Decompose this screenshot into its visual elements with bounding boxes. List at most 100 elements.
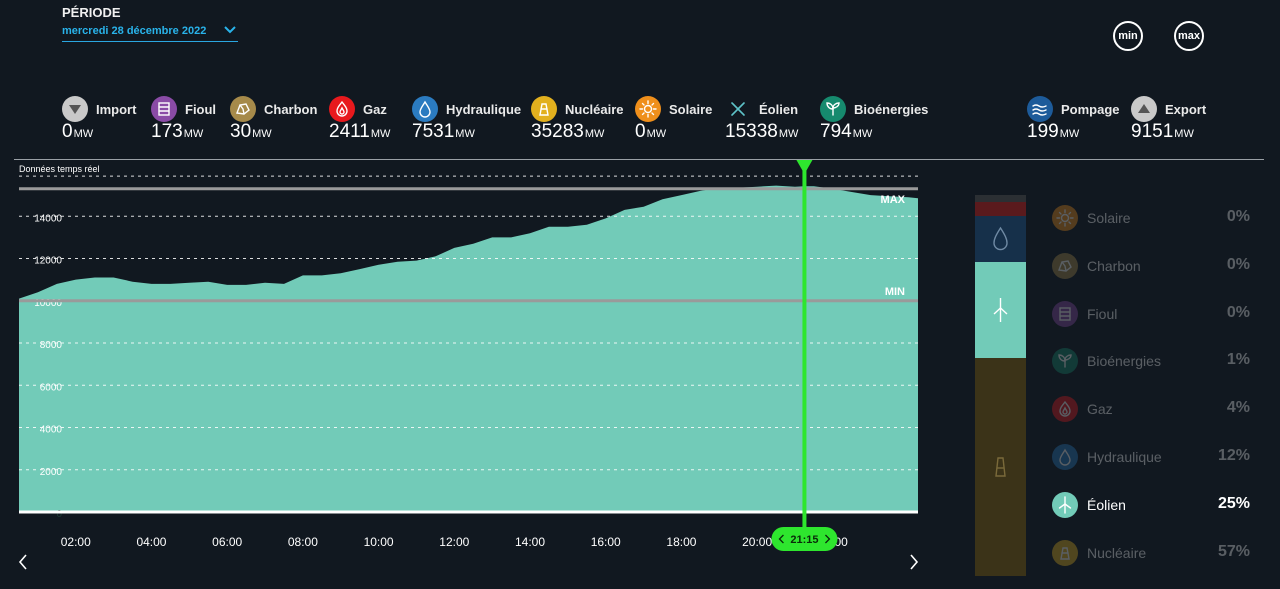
legend-item-solaire[interactable]: Solaire 0% [1052,205,1252,231]
legend-percent: 1% [1226,351,1250,369]
unit-label: MW [73,128,94,140]
x-tick-label: 06:00 [212,535,242,549]
legend-percent: 12% [1217,447,1250,464]
legend-item-gaz[interactable]: Gaz 4% [1052,396,1252,423]
date-text: mercredi 28 décembre 2022 [62,25,207,37]
bar-segment-gaz [975,202,1026,216]
source-value: 35283MW [531,121,605,142]
y-tick-label: 2000 [40,467,63,478]
legend-percent: 0% [1226,303,1250,321]
import-arrow-icon [62,96,88,122]
unit-label: MW [584,128,605,140]
flame-icon [329,96,355,122]
export-arrow-icon [1131,96,1157,122]
flame-icon [1052,396,1078,423]
source-label: Charbon [264,102,318,117]
source-value: 0MW [635,121,667,142]
y-tick-label: 0 [56,509,62,520]
x-tick-label: 16:00 [591,535,621,549]
source-label: Éolien [759,102,799,117]
water-drop-icon [1052,444,1078,470]
unit-label: MW [370,128,391,140]
unit-label: MW [778,128,799,140]
legend-item-bioénergies[interactable]: Bioénergies 1% [1052,348,1252,375]
area-series-Éolien [19,185,918,512]
max-button[interactable]: max [1174,21,1204,51]
chevron-down-icon [224,26,236,34]
unit-label: MW [1174,128,1194,140]
source-label: Gaz [363,102,387,117]
source-value: 2411MW [329,121,391,142]
bar-segment-bioenergies [975,195,1026,202]
source-label: Export [1165,102,1207,117]
bar-segment-hydraulique [975,216,1026,262]
source-value: 7531MW [412,121,475,142]
chevron-left-icon [778,534,784,544]
source-value: 9151MW [1131,121,1194,142]
source-value: 30MW [230,121,272,142]
x-tick-label: 02:00 [61,535,91,549]
separator-line [14,159,1264,160]
source-label: Import [96,102,137,117]
wind-turbine-icon [725,96,751,122]
x-tick-label: 10:00 [364,535,394,549]
unit-label: MW [646,128,667,140]
chart-title: Données temps réel [19,164,100,174]
bar-segment-nucleaire [975,358,1026,576]
source-label: Solaire [669,102,713,117]
x-tick-label: 18:00 [666,535,696,549]
source-value: 199MW [1027,121,1080,142]
legend-label: Fioul [1087,305,1118,322]
legend-item-charbon[interactable]: Charbon 0% [1052,252,1252,279]
y-tick-label: 14000 [34,213,62,224]
next-day-arrow-icon[interactable] [910,554,919,570]
legend-label: Éolien [1087,496,1126,513]
sun-icon [1052,205,1078,231]
nuclear-plant-icon [531,96,557,122]
unit-label: MW [1059,128,1080,140]
source-label: Pompage [1061,102,1120,117]
source-label: Bioénergies [854,102,929,117]
coal-icon [230,96,256,122]
source-value: 794MW [820,121,873,142]
legend-item-nucléaire[interactable]: Nucléaire 57% [1052,539,1252,566]
max-line-label: MAX [881,194,906,206]
legend-percent: 25% [1217,494,1250,512]
time-cursor-badge [771,527,838,551]
mix-stacked-bar [975,195,1026,576]
leaf-icon [820,96,846,122]
leaf-icon [1052,348,1078,375]
x-tick-label: 04:00 [136,535,166,549]
legend-item-hydraulique[interactable]: Hydraulique 12% [1052,444,1252,470]
waves-icon [1027,96,1053,122]
source-value: 15338MW [725,121,799,142]
legend-item-éolien[interactable]: Éolien 25% [1052,491,1252,518]
nuclear-plant-icon [1052,539,1078,566]
sun-icon [635,96,661,122]
source-label: Hydraulique [446,102,522,117]
unit-label: MW [183,128,204,140]
unit-label: MW [852,128,873,140]
legend-label: Solaire [1087,210,1131,226]
y-tick-label: 8000 [40,340,63,351]
min-button[interactable]: min [1113,21,1143,51]
legend-percent: 57% [1217,542,1250,560]
legend-percent: 0% [1226,255,1250,273]
water-drop-icon [412,96,438,122]
prev-day-arrow-icon[interactable] [18,554,27,570]
coal-icon [1052,252,1078,279]
time-cursor-label: 21:15 [790,534,818,546]
legend-label: Charbon [1087,257,1141,274]
y-tick-label: 12000 [34,256,62,267]
fuel-barrel-icon [151,96,177,122]
x-tick-label: 14:00 [515,535,545,549]
legend-item-fioul[interactable]: Fioul 0% [1052,300,1252,327]
nuclear-plant-icon [995,457,1006,477]
legend-label: Gaz [1087,401,1113,418]
legend-label: Hydraulique [1087,449,1162,465]
legend-percent: 0% [1226,208,1250,225]
x-tick-label: 12:00 [439,535,469,549]
date-select[interactable]: mercredi 28 décembre 2022 [62,24,238,42]
source-value: 173MW [151,121,204,142]
